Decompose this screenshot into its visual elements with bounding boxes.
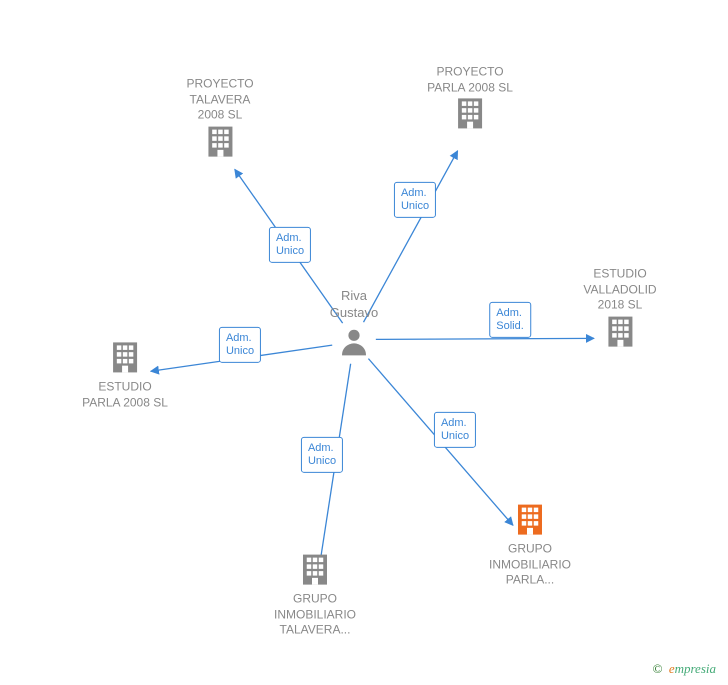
edge-label: Adm.Unico [269, 227, 311, 263]
edge-label: Adm.Unico [219, 327, 261, 363]
brand-name: mpresia [675, 661, 716, 676]
edge-label: Adm.Unico [394, 182, 436, 218]
company-node[interactable]: GRUPOINMOBILIARIOPARLA... [489, 502, 571, 589]
building-icon [107, 339, 143, 375]
copyright-symbol: © [653, 661, 663, 676]
company-node[interactable]: GRUPOINMOBILIARIOTALAVERA... [274, 552, 356, 639]
company-node[interactable]: ESTUDIOPARLA 2008 SL [82, 339, 168, 410]
company-node[interactable]: ESTUDIOVALLADOLID2018 SL [583, 267, 656, 354]
building-icon [602, 313, 638, 349]
node-label: PROYECTOPARLA 2008 SL [427, 64, 513, 95]
center-node[interactable] [338, 326, 370, 358]
center-label: RivaGustavo [330, 288, 378, 322]
node-label: GRUPOINMOBILIARIOPARLA... [489, 542, 571, 589]
building-icon [452, 96, 488, 132]
company-node[interactable]: PROYECTOPARLA 2008 SL [427, 64, 513, 135]
edge-line [376, 338, 594, 339]
node-label: ESTUDIOPARLA 2008 SL [82, 379, 168, 410]
footer-brand: © empresia [653, 661, 716, 677]
company-node[interactable]: PROYECTOTALAVERA2008 SL [186, 77, 253, 164]
node-label: GRUPOINMOBILIARIOTALAVERA... [274, 592, 356, 639]
building-icon [512, 502, 548, 538]
building-icon [297, 552, 333, 588]
edge-label: Adm.Solid. [489, 302, 531, 338]
building-icon [202, 123, 238, 159]
edge-label: Adm.Unico [301, 437, 343, 473]
edge-label: Adm.Unico [434, 412, 476, 448]
person-icon [338, 326, 370, 358]
node-label: ESTUDIOVALLADOLID2018 SL [583, 267, 656, 314]
node-label: PROYECTOTALAVERA2008 SL [186, 77, 253, 124]
network-diagram: RivaGustavo PROYECTOTALAVERA2008 SL PROYE… [0, 0, 728, 685]
